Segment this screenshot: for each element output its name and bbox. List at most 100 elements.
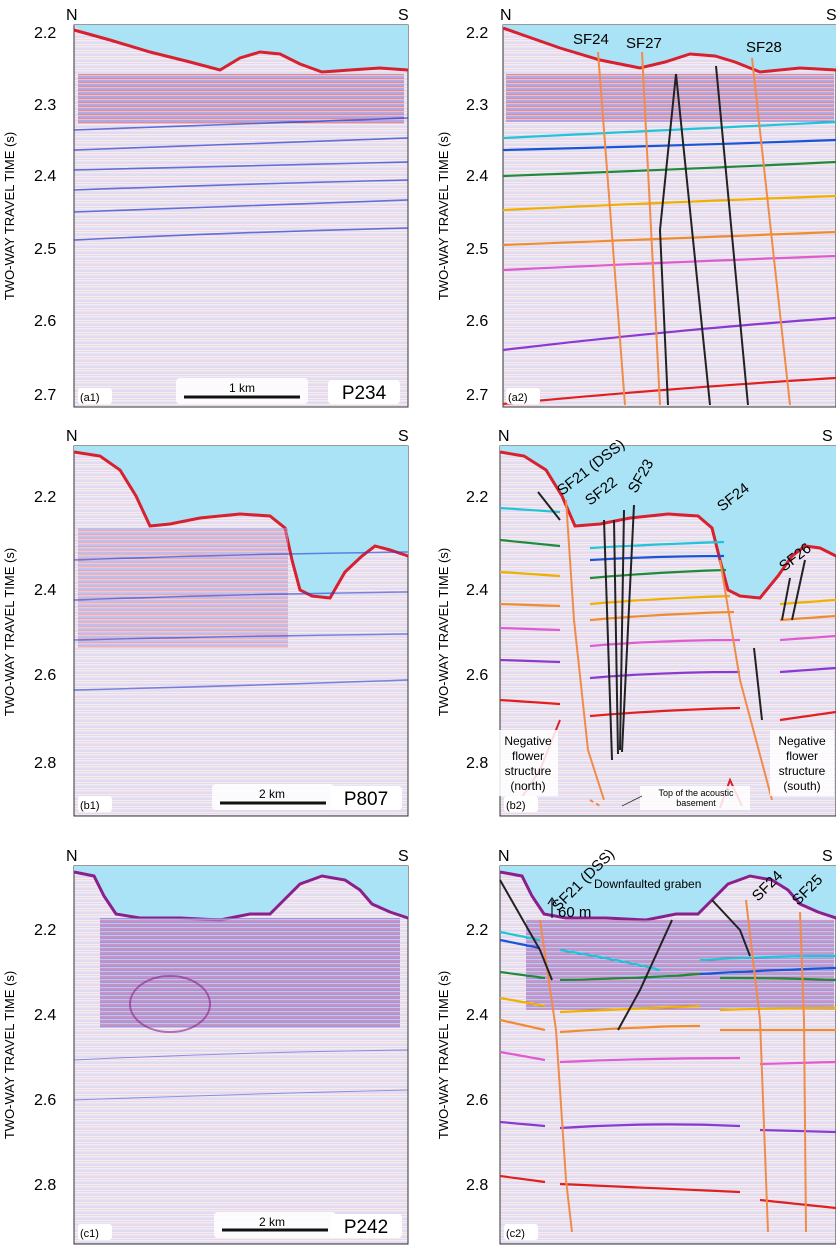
y-axis: 2.2 2.3 2.4 2.5 2.6 2.7 TWO-WAY TRAVEL T… [2,25,56,404]
svg-text:flower: flower [512,749,544,763]
tick-label: 2.2 [466,25,488,42]
south-label: S [398,7,409,24]
tick-label: 2.4 [466,1007,488,1024]
svg-text:flower: flower [786,749,818,763]
south-label: S [398,428,409,445]
seafloor [499,870,836,922]
tick-label: 2.5 [34,241,56,258]
tick-label: 2.8 [34,755,56,772]
tick-label: 2.7 [34,387,56,404]
reflector-package [78,74,404,124]
north-label: N [498,428,510,445]
panel-a1: N S 2.2 2.3 2.4 2.5 2.6 2.7 TWO-WAY TRAV… [2,7,409,408]
faults [499,879,807,1233]
north-label: N [66,848,78,865]
tick-label: 2.4 [34,168,56,185]
tick-label: 2.2 [466,922,488,939]
tick-label: 2.7 [466,387,488,404]
fault-label: SF24 [573,31,609,48]
tick-label: 2.3 [34,97,56,114]
svg-text:Negative: Negative [504,734,552,748]
y-axis-title: TWO-WAY TRAVEL TIME (s) [2,971,17,1139]
svg-text:(south): (south) [783,779,820,793]
acoustic-basement-note: Top of the acoustic basement [621,786,750,810]
svg-text:Top of the acoustic: Top of the acoustic [658,788,734,798]
south-label: S [826,7,836,24]
panel-tag: (b1) [80,800,100,812]
water-column [500,866,836,920]
negative-flower-north-note: Negative flower structure (north) [498,730,558,796]
panel-a2: N S SF24 SF27 SF28 2.2 2.3 [436,7,836,408]
svg-text:basement: basement [676,798,716,808]
north-label: N [66,428,78,445]
faults [597,51,791,406]
panel-tag: (a1) [80,392,100,404]
y-axis-title: TWO-WAY TRAVEL TIME (s) [436,548,451,716]
tick-label: 2.4 [466,168,488,185]
south-label: S [822,848,833,865]
svg-text:structure: structure [779,764,826,778]
profile-label: P242 [344,1217,388,1238]
throw-indicator: 60 m [547,896,591,921]
y-axis-title: TWO-WAY TRAVEL TIME (s) [436,132,451,300]
tick-label: 2.4 [466,582,488,599]
reflectors [73,117,409,241]
tick-label: 2.2 [466,489,488,506]
profile-label: P234 [342,383,387,404]
seafloor [73,28,409,74]
tick-label: 2.5 [466,241,488,258]
y-axis: 2.2 2.4 2.6 2.8 TWO-WAY TRAVEL TIME (s) [2,922,56,1194]
tick-label: 2.6 [466,1092,488,1109]
water-column [74,25,408,72]
faults [519,491,806,809]
profile-label: P807 [344,789,388,810]
panel-tag: (c1) [80,1228,99,1240]
svg-text:Negative: Negative [778,734,826,748]
north-label: N [500,7,512,24]
tick-label: 2.3 [466,97,488,114]
panel-c2: N S SF21 (DSS) SF24 SF25 Downfaulted gra… [436,846,836,1245]
panel-tag: (c2) [506,1228,525,1240]
tick-label: 2.6 [34,313,56,330]
y-axis-title: TWO-WAY TRAVEL TIME (s) [2,132,17,300]
north-label: N [66,7,78,24]
throw-label: 60 m [558,904,591,921]
y-axis-title: TWO-WAY TRAVEL TIME (s) [436,971,451,1139]
tick-label: 2.8 [466,755,488,772]
graben-note: Downfaulted graben [594,877,701,891]
interpreted-horizons [499,930,836,1210]
panel-tag: (b2) [506,800,526,812]
scale-label: 2 km [259,787,285,801]
tick-label: 2.6 [466,313,488,330]
north-label: N [498,848,510,865]
panel-b2: N S SF21 ( [436,428,836,817]
seafloor [73,870,409,922]
scale-label: 1 km [229,381,255,395]
tick-label: 2.2 [34,922,56,939]
tick-label: 2.8 [34,1177,56,1194]
y-axis: 2.2 2.4 2.6 2.8 TWO-WAY TRAVEL TIME (s) [436,922,488,1194]
y-axis: 2.2 2.4 2.6 2.8 TWO-WAY TRAVEL TIME (s) [436,489,488,772]
svg-text:(north): (north) [510,779,545,793]
panel-tag: (a2) [508,392,528,404]
fault-label: SF28 [746,39,782,56]
tick-label: 2.4 [34,582,56,599]
water-column [74,866,408,920]
panel-b1: N S 2.2 2.4 2.6 2.8 TWO-WAY TRAVEL TIME … [2,428,409,817]
tick-label: 2.6 [34,667,56,684]
south-label: S [398,848,409,865]
scale-label: 2 km [259,1215,285,1229]
negative-flower-south-note: Negative flower structure (south) [770,730,834,796]
water-column [500,446,836,598]
tick-label: 2.6 [34,1092,56,1109]
y-axis: 2.2 2.4 2.6 2.8 TWO-WAY TRAVEL TIME (s) [2,489,56,772]
tick-label: 2.6 [466,667,488,684]
seafloor [502,26,836,74]
fault-label: SF27 [626,35,662,52]
svg-text:structure: structure [505,764,552,778]
tick-label: 2.4 [34,1007,56,1024]
panel-c1: N S 2.2 2.4 2.6 2.8 TWO-WAY TRAVEL TIME … [2,848,409,1245]
y-axis-title: TWO-WAY TRAVEL TIME (s) [2,548,17,716]
seafloor [499,450,836,600]
